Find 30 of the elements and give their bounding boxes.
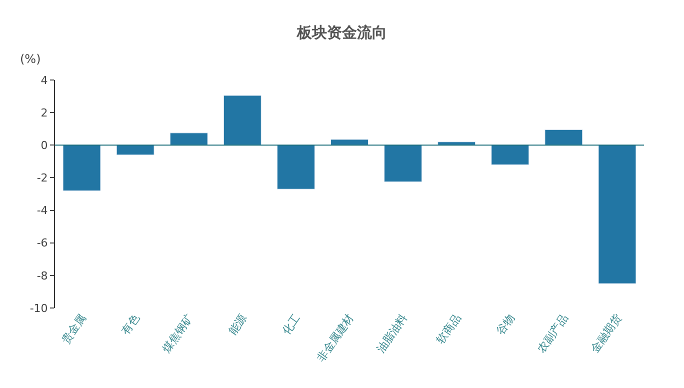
bar (116, 144, 154, 156)
bar (598, 144, 636, 284)
y-tick-label: -10 (30, 302, 48, 315)
x-tick-label: 有色 (119, 312, 142, 338)
y-tick-label: -2 (36, 172, 48, 185)
x-tick-label: 软商品 (434, 312, 464, 346)
y-axis-title: (%) (20, 52, 41, 66)
x-tick-label: 非金属建材 (314, 312, 356, 364)
bar (276, 144, 315, 190)
x-tick-label: 能源 (226, 312, 250, 338)
x-tick-label: 谷物 (494, 312, 518, 338)
bar (491, 144, 530, 165)
x-tick-label: 化工 (280, 312, 303, 338)
x-tick-label: 农副产品 (534, 312, 571, 356)
y-tick-label: 0 (40, 138, 48, 152)
bar (223, 95, 262, 146)
x-tick-label: 油脂油料 (374, 312, 410, 356)
x-tick-label: 煤焦钢矿 (160, 312, 196, 356)
y-tick-label: -8 (36, 269, 48, 282)
x-tick-label: 金融期货 (588, 312, 624, 356)
x-tick-label: 贵金属 (59, 312, 89, 346)
y-tick-label: -4 (36, 204, 48, 218)
y-tick-label: 4 (40, 74, 48, 87)
bar (170, 132, 208, 146)
chart-title: 板块资金流向 (296, 24, 387, 42)
bar (384, 144, 422, 182)
bar (62, 144, 101, 191)
y-tick-label: 2 (40, 106, 48, 120)
y-tick-label: -6 (36, 236, 48, 250)
bar (544, 129, 583, 146)
